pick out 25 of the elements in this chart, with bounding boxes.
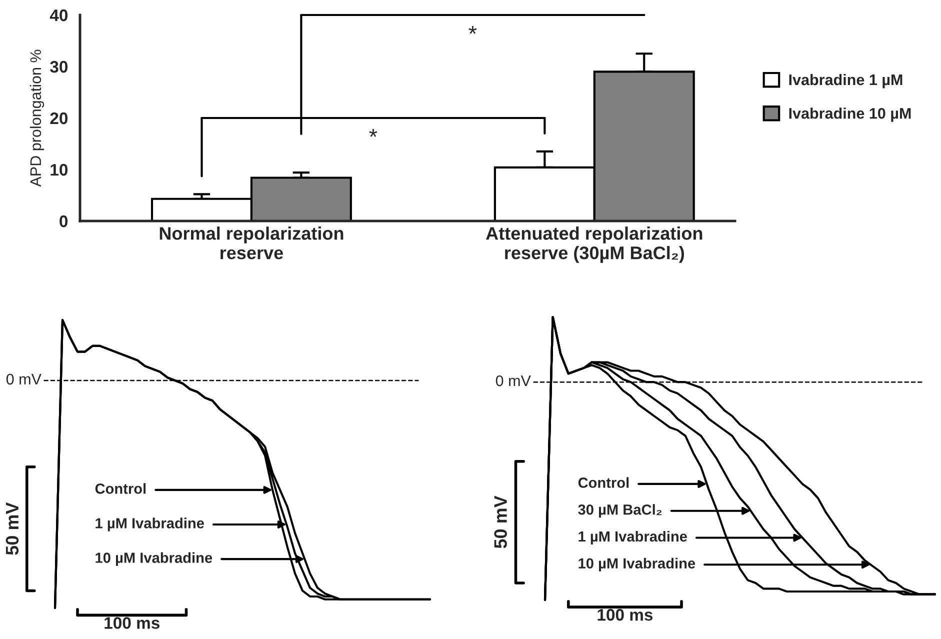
y-tick-label: 40: [50, 9, 68, 22]
text: 50 mV: [494, 496, 507, 548]
ref-line-label: 0 mV: [6, 374, 42, 385]
text: 100 ms: [104, 617, 160, 629]
y-axis-title: APD prolongation %: [30, 50, 44, 187]
legend-label: Control: [578, 477, 629, 488]
text: 50 mV: [6, 502, 19, 555]
x-tick-label: Attenuated repolarization reserve (30µM BaCl₂): [486, 226, 702, 263]
x-tick-label: Normal repolarization reserve: [160, 226, 344, 260]
legend-label: Ivabradine 1 µM: [789, 74, 902, 88]
y-tick-label: 30: [50, 60, 68, 73]
y-tick-label: 10: [50, 164, 68, 176]
text: 30 µM BaCl₂: [578, 504, 662, 518]
legend-label: Ivabradine 10 µM: [789, 108, 911, 122]
text: 1 µM Ivabradine: [578, 530, 687, 545]
legend-label: 1 µM Ivabradine: [96, 518, 204, 532]
text: Control: [95, 483, 146, 494]
ref-line-label: 0 mV: [496, 375, 531, 386]
annotation: *: [369, 129, 378, 137]
text: 100 ms: [598, 608, 653, 621]
annotation: *: [468, 26, 477, 34]
y-tick-label: 0: [60, 215, 68, 228]
y-tick-label: 20: [50, 112, 68, 124]
text: 10 µM Ivabradine: [578, 558, 696, 572]
text: 10 µM Ivabradine: [96, 552, 212, 566]
